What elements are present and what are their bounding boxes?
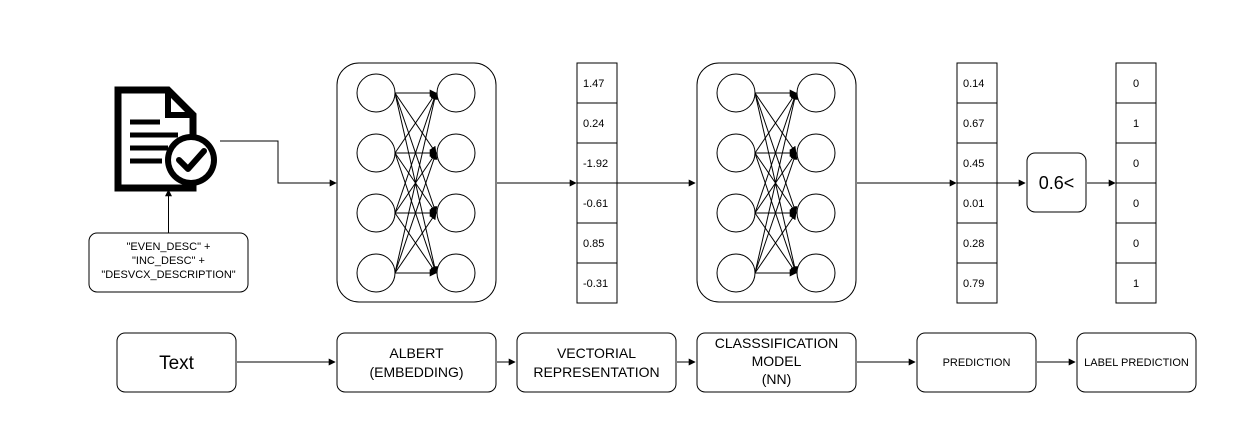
step-albert-line-1: ALBERT [389,345,444,361]
embedding-cell [576,62,618,104]
label-value: 0 [1133,78,1139,90]
pipeline-step-albert: ALBERT (EMBEDDING) [336,332,497,393]
embedding-cell [576,182,618,224]
label-value: 0 [1133,238,1139,250]
probability-cell [956,102,998,144]
input-node [716,73,756,113]
probability-value: 0.79 [963,278,984,290]
output-node [796,193,836,233]
network-edge [754,92,798,214]
probability-value: 0.45 [963,158,984,170]
network-edge [754,92,799,274]
neural-network-icon [696,62,857,303]
step-prediction-label: PREDICTION [943,357,1011,369]
probability-vector: 0.14 0.67 0.45 0.01 0.28 0.79 [956,62,998,304]
pipeline-step-text: Text [116,332,237,393]
step-text-label: Text [159,353,195,374]
label-cell [1115,142,1157,184]
step-label-prediction-label: LABEL PREDICTION [1084,357,1189,369]
step-classification-line-1: CLASSSIFICATION [715,335,838,351]
output-node [436,73,476,113]
network-edge [754,92,797,154]
network-edge [394,152,438,274]
input-node [716,193,756,233]
network-edge [754,152,798,274]
output-node [796,253,836,293]
probability-cell [956,142,998,184]
step-classification-line-2: MODEL [752,353,802,369]
step-classification-line-3: (NN) [762,371,792,387]
input-node [356,133,396,173]
label-vector: 0 1 0 0 0 1 [1115,62,1157,304]
probability-cell [956,262,998,304]
step-vectorial-line-2: REPRESENTATION [533,364,659,380]
probability-value: 0.67 [963,118,984,130]
embedding-cell [576,102,618,144]
label-value: 0 [1133,158,1139,170]
neural-network-icon [336,62,497,303]
label-cell [1115,102,1157,144]
embedding-value: -0.61 [583,198,608,210]
document-to-albert-arrow [220,140,337,187]
output-node [436,253,476,293]
label-value: 1 [1133,278,1139,290]
output-node [796,133,836,173]
probability-value: 0.14 [963,78,984,90]
embedding-value: 0.24 [583,118,604,130]
step-vectorial-line-1: VECTORIAL [557,345,636,361]
embedding-value: 1.47 [583,78,604,90]
label-cell [1115,222,1157,264]
label-value: 0 [1133,198,1139,210]
label-value: 1 [1133,118,1139,130]
input-node [356,253,396,293]
embedding-value: 0.85 [583,238,604,250]
network-edge [394,92,438,214]
threshold-label: 0.6< [1039,173,1075,193]
probability-cell [956,62,998,104]
document-check-icon [114,86,217,192]
probability-cell [956,222,998,264]
network-edge [394,92,439,274]
input-node [356,73,396,113]
embedding-cell [576,142,618,184]
input-node [716,253,756,293]
pipeline-step-vectorial: VECTORIAL REPRESENTATION [516,332,677,393]
output-node [796,73,836,113]
note-line-1: "EVEN_DESC" + [127,241,211,253]
pipeline-step-classification: CLASSSIFICATION MODEL (NN) [696,332,857,393]
pipeline-step-label-prediction: LABEL PREDICTION [1076,332,1197,393]
step-albert-line-2: (EMBEDDING) [369,364,463,380]
embedding-vector: 1.47 0.24 -1.92 -0.61 0.85 -0.31 [576,62,618,304]
output-node [436,133,476,173]
label-cell [1115,182,1157,224]
network-edge [394,92,437,154]
source-fields-note: "EVEN_DESC" + "INC_DESC" + "DESVCX_DESCR… [88,232,249,293]
network-edge [754,212,797,274]
probability-value: 0.01 [963,198,984,210]
input-node [716,133,756,173]
embedding-cell [576,262,618,304]
note-line-3: "DESVCX_DESCRIPTION" [101,269,235,281]
note-line-2: "INC_DESC" + [132,255,205,267]
pipeline-step-prediction: PREDICTION [916,332,1037,393]
threshold-box: 0.6< [1026,152,1087,213]
probability-value: 0.28 [963,238,984,250]
embedding-cell [576,222,618,264]
label-cell [1115,262,1157,304]
embedding-value: -1.92 [583,158,608,170]
network-edge [394,212,437,274]
input-node [356,193,396,233]
label-cell [1115,62,1157,104]
output-node [436,193,476,233]
embedding-value: -0.31 [583,278,608,290]
